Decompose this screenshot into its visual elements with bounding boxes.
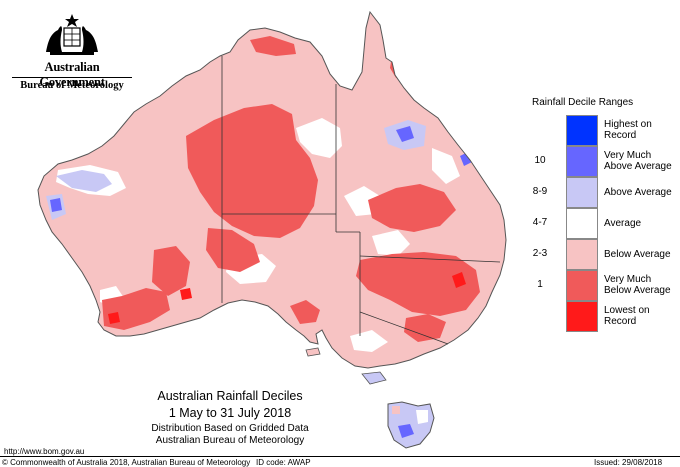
header-divider	[12, 77, 132, 78]
region-vmba-nsw	[356, 252, 480, 316]
legend-label: Very Much Below Average	[604, 274, 671, 296]
legend-swatch	[566, 270, 598, 301]
region-vmba-qld-inland	[368, 184, 456, 232]
region-average-vic	[350, 330, 388, 352]
legend-label: Highest on Record	[604, 119, 652, 141]
legend-code: 1	[537, 279, 543, 290]
region-lowest-sa	[180, 288, 192, 300]
legend-label: Very Much Above Average	[604, 150, 672, 172]
region-lowest-sw	[108, 312, 120, 324]
coat-of-arms-icon	[46, 14, 98, 55]
tasmania-below	[392, 406, 400, 414]
region-vmba-sa	[206, 228, 260, 272]
border-nsw-vic	[359, 311, 449, 345]
legend-code: 8-9	[532, 186, 548, 197]
tasmania-vmaa	[398, 424, 414, 438]
issued-date: Issued: 29/08/2018	[594, 458, 663, 467]
region-average-nt-east	[296, 118, 342, 158]
legend-swatch	[566, 115, 598, 146]
region-average-nsw-west	[372, 230, 410, 256]
region-vmba-vic	[404, 314, 446, 342]
legend-swatch	[566, 301, 598, 332]
legend-swatch	[566, 177, 598, 208]
border-qld-nsw	[359, 255, 501, 263]
legend-swatch	[566, 239, 598, 270]
region-vmba-central	[186, 104, 318, 238]
copyright: © Commonwealth of Australia 2018, Austra…	[2, 458, 251, 467]
bass-strait-island	[361, 371, 387, 385]
legend-label: Lowest on Record	[604, 305, 650, 327]
decile-regions	[46, 36, 480, 352]
government-name: Australian Government	[39, 60, 105, 89]
legend-swatch	[566, 208, 598, 239]
region-vmba-eyre	[290, 300, 320, 324]
region-vmba-wa-mid	[152, 246, 190, 296]
legend-label: Above Average	[604, 186, 672, 198]
mainland-outline	[37, 10, 507, 369]
legend-label: Average	[604, 217, 642, 229]
legend-title: Rainfall Decile Ranges	[532, 97, 634, 108]
region-lowest-nsw	[452, 272, 466, 288]
state-borders	[221, 56, 501, 345]
region-average-qld-coast	[432, 148, 460, 184]
legend-label: Below Average	[604, 248, 671, 260]
map-source: Australian Bureau of Meteorology	[155, 435, 305, 446]
tasmania-average	[416, 410, 428, 424]
legend-swatch	[566, 146, 598, 177]
footer-divider	[0, 456, 680, 457]
id-code: ID code: AWAP	[256, 458, 311, 467]
map-period: 1 May to 31 July 2018	[168, 406, 292, 420]
bom-url: http://www.bom.gov.au	[4, 447, 85, 456]
tasmania	[387, 401, 435, 449]
legend-code: 4-7	[532, 217, 548, 228]
map-title: Australian Rainfall Deciles	[157, 389, 303, 403]
region-vmaa-wa	[50, 198, 62, 212]
map-subtitle: Distribution Based on Gridded Data	[151, 423, 309, 434]
legend-code: 2-3	[532, 248, 548, 259]
region-vmaa-qld	[396, 126, 414, 142]
legend-code: 10	[534, 155, 546, 166]
agency-name: Bureau of Meteorology	[20, 80, 124, 91]
region-above-wa-pilbara	[56, 170, 112, 192]
kangaroo-island	[305, 347, 321, 357]
region-vmba-top-end	[250, 36, 296, 56]
